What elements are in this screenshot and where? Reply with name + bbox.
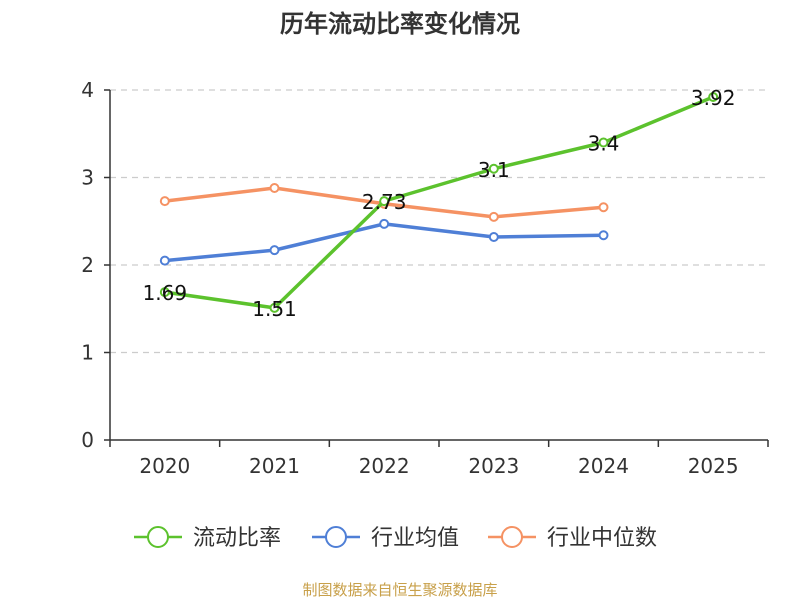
legend-marker-industry-median [501,526,523,548]
data-label: 1.51 [252,297,297,321]
data-point [598,230,609,241]
x-tick-label: 2020 [139,454,190,478]
legend-marker-industry-mean [325,526,347,548]
data-labels: 1.69 1.51 2.73 3.1 3.4 3.92 [143,86,736,321]
data-point [269,302,280,313]
series-1 [159,218,609,266]
legend-marker-current-ratio [147,526,169,548]
data-point [269,183,280,193]
y-tick-label: 2 [81,253,94,277]
series-0 [159,92,719,313]
data-point [159,287,170,298]
data-point [598,137,609,148]
y-tick-label: 4 [81,78,94,102]
x-tick-label: 2021 [249,454,300,478]
y-tick-label: 0 [81,428,94,452]
data-point [159,196,170,207]
series-line [164,222,604,263]
data-label: 3.4 [588,132,620,156]
data-point [488,163,499,174]
x-tick-label: 2022 [359,454,410,478]
data-point [379,218,390,229]
data-point [488,232,499,242]
legend-item-industry-median[interactable]: 行业中位数 [488,526,657,551]
legend-label-industry-mean: 行业均值 [371,526,459,551]
chart-title: 历年流动比率变化情况 [280,10,520,38]
data-label: 1.69 [143,281,188,305]
y-axis-ticks: 0 1 2 3 4 [81,78,110,452]
legend[interactable]: 流动比率 行业均值 行业中位数 [134,526,657,551]
y-tick-label: 3 [81,166,94,190]
source-note: 制图数据来自恒生聚源数据库 [302,581,497,599]
data-label: 2.73 [362,190,407,214]
legend-item-current-ratio[interactable]: 流动比率 [134,526,281,551]
legend-label-industry-median: 行业中位数 [547,526,657,551]
data-point [159,255,170,266]
data-point [379,196,390,207]
legend-label-current-ratio: 流动比率 [193,526,281,551]
series-line [164,95,714,310]
data-point [598,202,609,213]
grid-lines [110,89,768,354]
x-axis-ticks: 2020 2021 2022 2023 2024 2025 [109,440,769,478]
axes [109,90,768,441]
y-tick-label: 1 [81,341,94,365]
x-tick-label: 2023 [468,454,519,478]
data-label: 3.92 [691,86,736,110]
series-group [159,92,719,313]
legend-item-industry-mean[interactable]: 行业均值 [312,526,459,551]
data-label: 3.1 [478,158,510,182]
x-tick-label: 2024 [578,454,629,478]
x-tick-label: 2025 [688,454,739,478]
data-point [708,92,719,102]
data-point [269,245,280,256]
data-point [488,211,499,222]
